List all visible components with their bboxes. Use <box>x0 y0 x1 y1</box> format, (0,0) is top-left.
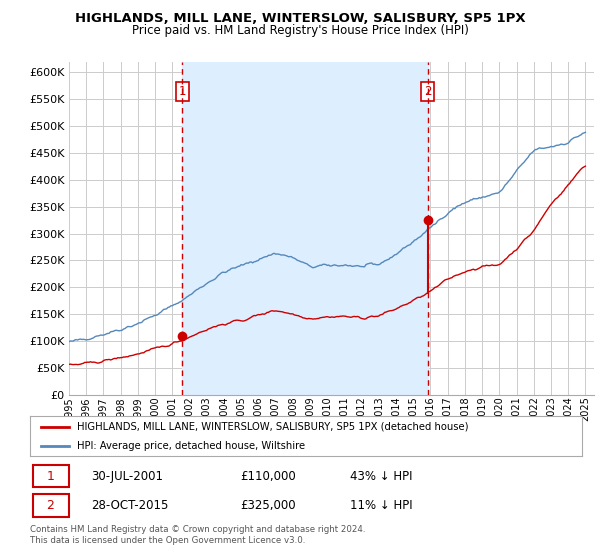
Text: 11% ↓ HPI: 11% ↓ HPI <box>350 499 413 512</box>
Text: 2: 2 <box>424 85 431 97</box>
Bar <box>182 62 428 395</box>
Text: HIGHLANDS, MILL LANE, WINTERSLOW, SALISBURY, SP5 1PX (detached house): HIGHLANDS, MILL LANE, WINTERSLOW, SALISB… <box>77 422 469 432</box>
Text: Price paid vs. HM Land Registry's House Price Index (HPI): Price paid vs. HM Land Registry's House … <box>131 24 469 36</box>
FancyBboxPatch shape <box>33 494 68 517</box>
Text: 30-JUL-2001: 30-JUL-2001 <box>91 469 163 483</box>
Text: 28-OCT-2015: 28-OCT-2015 <box>91 499 168 512</box>
FancyBboxPatch shape <box>33 465 68 487</box>
Text: £325,000: £325,000 <box>240 499 295 512</box>
Text: 43% ↓ HPI: 43% ↓ HPI <box>350 469 413 483</box>
Text: 1: 1 <box>179 85 186 97</box>
Text: Contains HM Land Registry data © Crown copyright and database right 2024.
This d: Contains HM Land Registry data © Crown c… <box>30 525 365 545</box>
Text: HPI: Average price, detached house, Wiltshire: HPI: Average price, detached house, Wilt… <box>77 441 305 450</box>
Text: 1: 1 <box>46 469 55 483</box>
Text: £110,000: £110,000 <box>240 469 296 483</box>
Text: HIGHLANDS, MILL LANE, WINTERSLOW, SALISBURY, SP5 1PX: HIGHLANDS, MILL LANE, WINTERSLOW, SALISB… <box>74 12 526 25</box>
Text: 2: 2 <box>46 499 55 512</box>
